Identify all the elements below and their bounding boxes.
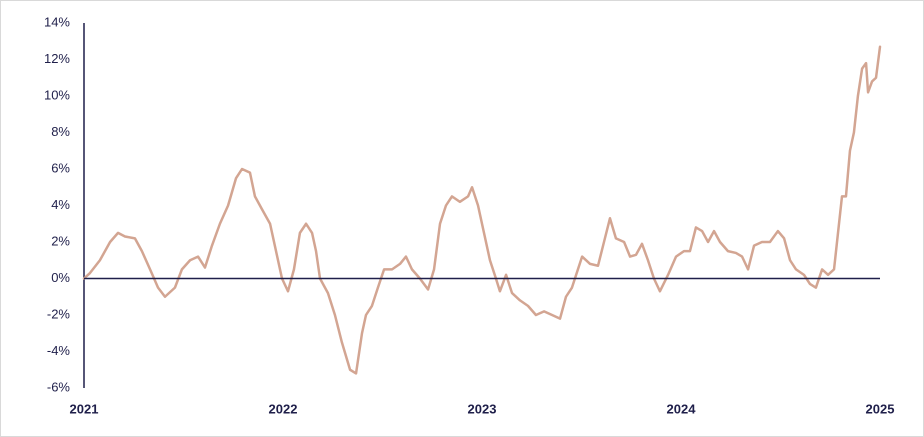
y-tick-label: -4%	[47, 343, 71, 358]
y-tick-label: 10%	[44, 87, 70, 102]
y-tick-label: 6%	[51, 160, 70, 175]
y-tick-label: 0%	[51, 270, 70, 285]
x-tick-label: 2022	[269, 401, 298, 416]
y-tick-label: 4%	[51, 197, 70, 212]
y-tick-label: -6%	[47, 379, 71, 394]
y-tick-label: 8%	[51, 124, 70, 139]
data-line	[82, 45, 882, 375]
x-tick-label: 2024	[667, 401, 697, 416]
y-tick-label: -2%	[47, 306, 71, 321]
x-tick-label: 2025	[866, 401, 895, 416]
y-tick-label: 14%	[44, 14, 70, 29]
y-tick-label: 12%	[44, 51, 70, 66]
x-tick-label: 2021	[70, 401, 99, 416]
x-tick-label: 2023	[468, 401, 497, 416]
y-tick-label: 2%	[51, 233, 70, 248]
